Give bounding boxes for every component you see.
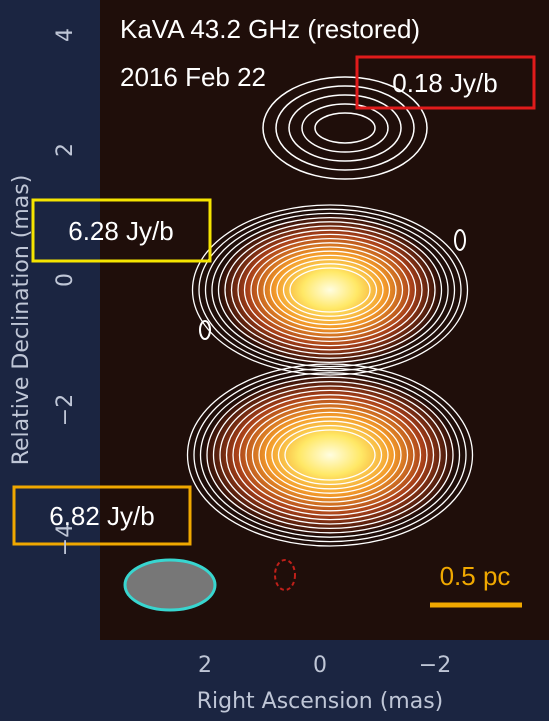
core-emission (220, 215, 440, 365)
page: KaVA 43.2 GHz (restored) 2016 Feb 22 0.1… (0, 0, 549, 721)
y-axis-label: Relative Declination (mas) (9, 175, 34, 466)
title-line: KaVA 43.2 GHz (restored) (120, 14, 420, 44)
y-tick-label: 4 (53, 28, 78, 42)
y-tick-label: 0 (53, 273, 78, 287)
x-tick-label: −2 (419, 653, 451, 678)
annotation: 0.18 Jy/b (392, 68, 498, 98)
scale-bar-label: 0.5 pc (440, 561, 511, 591)
x-tick-label: 2 (198, 653, 212, 678)
title-line: 2016 Feb 22 (120, 62, 266, 92)
beam (125, 560, 215, 610)
y-tick-label: −2 (53, 394, 78, 426)
y-tick-label: 2 (53, 143, 78, 157)
annotation: 6.28 Jy/b (68, 216, 174, 246)
x-axis-label: Right Ascension (mas) (197, 689, 444, 714)
x-tick-label: 0 (313, 653, 327, 678)
y-tick-label: −4 (53, 524, 78, 556)
figure: KaVA 43.2 GHz (restored) 2016 Feb 22 0.1… (0, 0, 549, 721)
